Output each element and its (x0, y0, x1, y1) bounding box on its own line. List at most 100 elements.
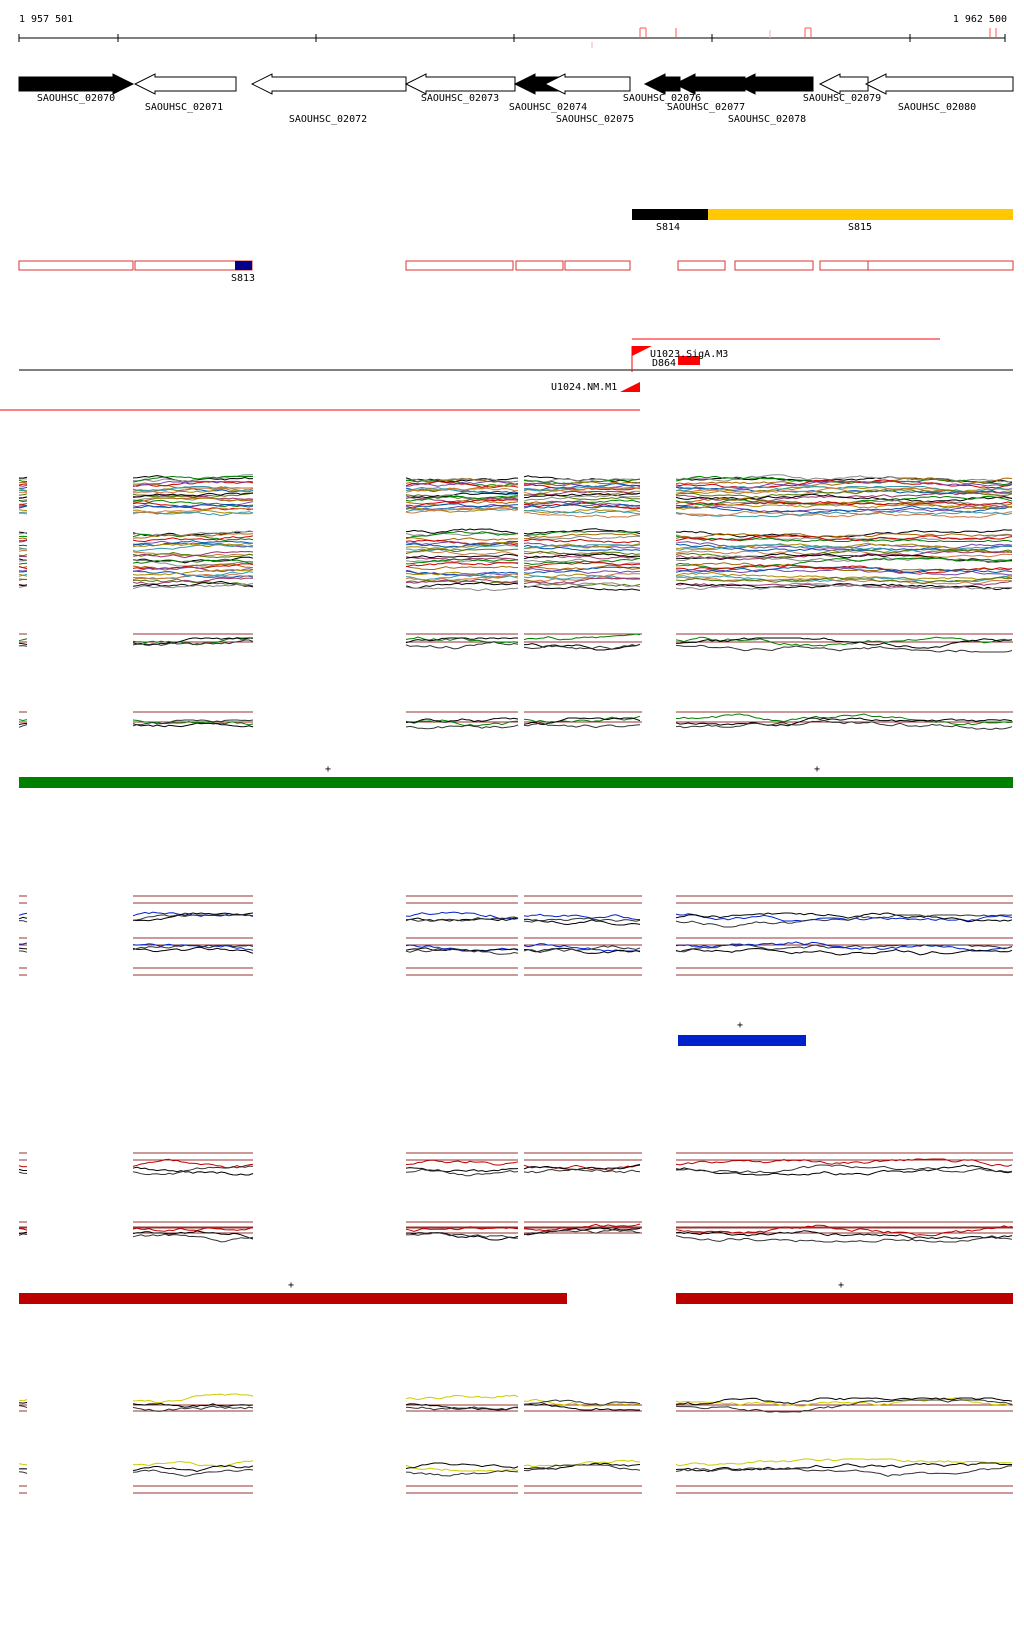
profile-line (132, 1230, 254, 1240)
profile-line (132, 1402, 254, 1408)
profile-line (18, 1463, 28, 1466)
profile-line (405, 1469, 519, 1477)
profile-line (675, 912, 1013, 923)
profile-line (523, 585, 641, 591)
profile-line (675, 477, 1013, 487)
profile-line (18, 493, 28, 496)
profile-line (132, 639, 254, 646)
profile-line (132, 578, 254, 587)
profile-line (18, 488, 28, 492)
segment-outline (819, 260, 869, 271)
profile-line (405, 531, 519, 539)
profile-line (132, 1226, 254, 1232)
profile-line (405, 1231, 519, 1239)
profile-line (675, 535, 1013, 542)
profile-line (675, 717, 1013, 727)
profile-line (405, 1226, 519, 1232)
segment-label: S813 (231, 273, 255, 284)
profile-line (18, 1171, 28, 1174)
gene-arrow (818, 73, 869, 95)
gene-label: SAOUHSC_02078 (728, 114, 806, 125)
profile-line (18, 912, 28, 916)
profile-line (675, 550, 1013, 561)
gene-label: SAOUHSC_02072 (289, 114, 367, 125)
profile-line (18, 489, 28, 492)
profile-line (18, 539, 28, 543)
profile-line (405, 507, 519, 513)
profile-line (676, 564, 1013, 574)
profile-line (405, 542, 519, 550)
profile-line (18, 642, 28, 645)
profile-line (18, 947, 28, 950)
profile-line (523, 722, 641, 729)
profile-line (675, 941, 1013, 952)
profile-line (675, 1462, 1013, 1473)
strand-bar (19, 1293, 567, 1304)
profile-line (405, 571, 519, 579)
profile-line (405, 507, 519, 514)
profile-line (523, 913, 641, 920)
profile-line (18, 585, 28, 588)
feature-label: U1023.SigA.M3 (650, 349, 728, 360)
profile-line (132, 1405, 254, 1412)
profile-line (675, 555, 1013, 563)
gene-arrow (18, 73, 135, 95)
profile-line (18, 509, 28, 512)
profile-line (523, 544, 641, 550)
profile-line (132, 637, 253, 646)
profile-line (405, 1159, 519, 1166)
profile-line (523, 1168, 641, 1174)
profile-line (19, 539, 28, 542)
profile-line (18, 722, 28, 725)
profile-line (18, 558, 28, 561)
gene-arrow (733, 73, 814, 95)
profile-line (405, 948, 519, 955)
profile-line (132, 1158, 254, 1169)
profile-line (132, 1165, 254, 1176)
profile-line (675, 1399, 1013, 1413)
profile-line (524, 1398, 641, 1407)
profile-line (132, 944, 254, 951)
profile-line (18, 584, 28, 587)
profile-line (18, 1233, 28, 1236)
profile-line (18, 544, 28, 547)
tss-flag (632, 346, 652, 356)
profile-line (132, 480, 254, 488)
profile-line (675, 1224, 1013, 1237)
profile-line (18, 920, 28, 923)
profile-line (132, 558, 254, 564)
profile-line (405, 548, 518, 555)
profile-line (132, 914, 254, 921)
ruler-start-label: 1 957 501 (19, 14, 73, 25)
profile-line (675, 566, 1013, 574)
profile-line (523, 1223, 641, 1232)
profile-line (675, 485, 1013, 493)
profile-line (132, 502, 254, 511)
segment-bar (235, 261, 252, 270)
segment-bar (708, 209, 1013, 220)
profile-line (18, 484, 28, 487)
profile-line (405, 578, 519, 584)
profile-line (675, 914, 1013, 928)
profile-line (18, 569, 28, 572)
profile-line (132, 533, 254, 539)
profile-line (132, 487, 253, 494)
profile-line (405, 724, 519, 730)
profile-line (405, 480, 519, 489)
segment-outline (515, 260, 564, 271)
profile-line (524, 490, 641, 496)
profile-line (18, 476, 28, 479)
profile-line (675, 1164, 1013, 1176)
profile-line (405, 480, 519, 487)
profile-line (132, 540, 254, 547)
segment-bar (632, 209, 708, 220)
profile-line (523, 482, 641, 491)
profile-line (18, 496, 28, 499)
profile-line (18, 511, 28, 514)
profile-line (405, 478, 519, 487)
profile-line (675, 549, 1013, 558)
profile-line (405, 1403, 519, 1411)
gene-label: SAOUHSC_02073 (421, 93, 499, 104)
